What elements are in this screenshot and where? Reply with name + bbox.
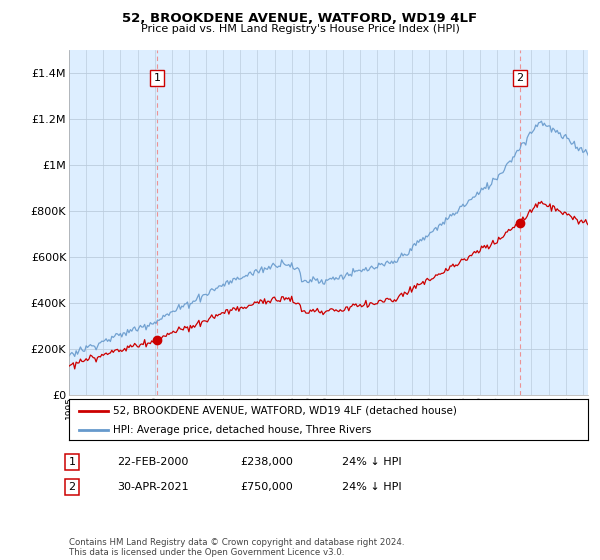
Text: HPI: Average price, detached house, Three Rivers: HPI: Average price, detached house, Thre… <box>113 424 371 435</box>
Text: Contains HM Land Registry data © Crown copyright and database right 2024.
This d: Contains HM Land Registry data © Crown c… <box>69 538 404 557</box>
Text: 1: 1 <box>68 457 76 467</box>
Text: 2: 2 <box>68 482 76 492</box>
Text: 1: 1 <box>154 73 160 83</box>
Text: 52, BROOKDENE AVENUE, WATFORD, WD19 4LF (detached house): 52, BROOKDENE AVENUE, WATFORD, WD19 4LF … <box>113 405 457 416</box>
Text: 30-APR-2021: 30-APR-2021 <box>117 482 188 492</box>
Text: 2: 2 <box>517 73 524 83</box>
Text: 22-FEB-2000: 22-FEB-2000 <box>117 457 188 467</box>
Text: Price paid vs. HM Land Registry's House Price Index (HPI): Price paid vs. HM Land Registry's House … <box>140 24 460 34</box>
Text: 24% ↓ HPI: 24% ↓ HPI <box>342 482 401 492</box>
Text: 52, BROOKDENE AVENUE, WATFORD, WD19 4LF: 52, BROOKDENE AVENUE, WATFORD, WD19 4LF <box>122 12 478 25</box>
Text: 24% ↓ HPI: 24% ↓ HPI <box>342 457 401 467</box>
Text: £238,000: £238,000 <box>240 457 293 467</box>
Text: £750,000: £750,000 <box>240 482 293 492</box>
